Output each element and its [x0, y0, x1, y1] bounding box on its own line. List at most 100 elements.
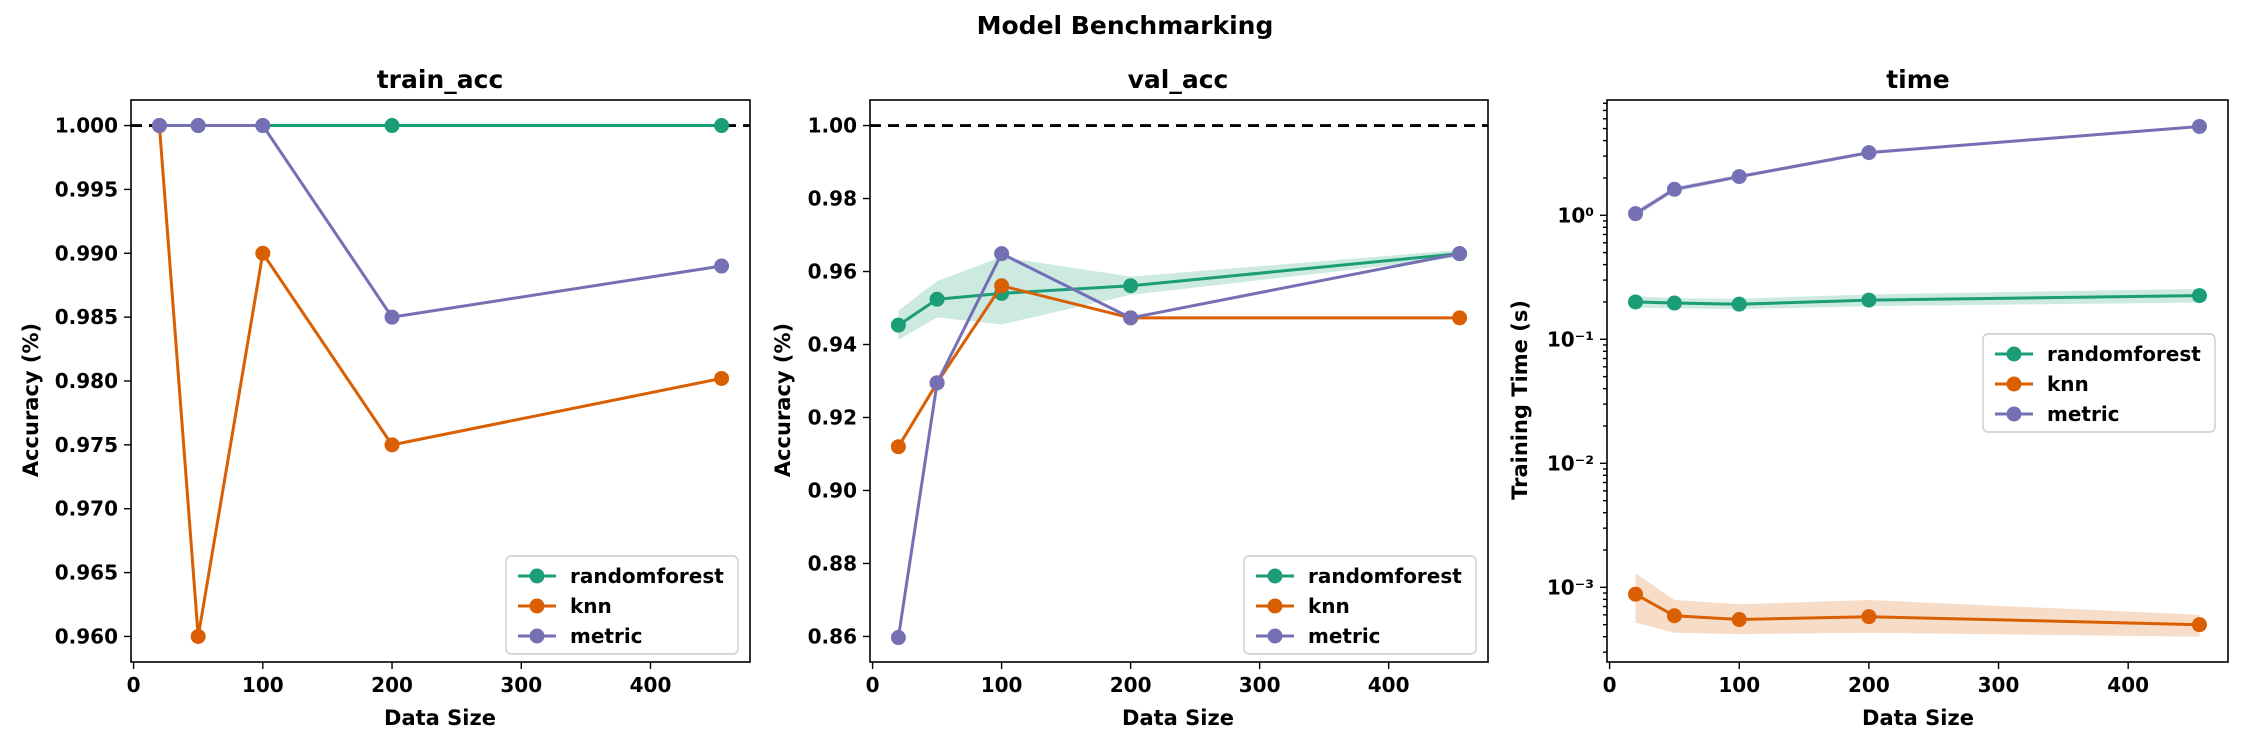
train-xtick-label: 0: [127, 673, 141, 697]
time-randomforest-point: [1861, 292, 1877, 308]
time-randomforest-point: [1731, 296, 1747, 312]
train-legend-marker-metric: [529, 628, 545, 644]
time-knn-point: [1861, 609, 1877, 625]
train-randomforest-point: [384, 118, 400, 134]
train-ytick-label: 0.975: [55, 433, 118, 457]
val-xtick-label: 300: [1239, 673, 1281, 697]
train-acc-panel: train_acc Data Size Accuracy (%) 0 100 200…: [19, 65, 751, 730]
train-legend-label-knn: knn: [570, 594, 612, 618]
train-metric-line: [159, 124, 722, 319]
train-ytick-label: 0.995: [55, 177, 118, 201]
val-acc-title: val_acc: [1128, 65, 1229, 94]
time-legend-marker-knn: [2006, 376, 2022, 392]
time-metric-point: [1731, 169, 1747, 185]
time-legend: [1982, 333, 2216, 433]
train-ytick-label: 0.985: [55, 305, 118, 329]
train-xtick-label: 300: [500, 673, 542, 697]
time-legend-marker-randomforest: [2006, 346, 2022, 362]
val-legend-marker-knn: [1267, 598, 1283, 614]
time-knn-point: [1628, 586, 1644, 602]
val-metric-point: [929, 375, 945, 391]
time-legend-marker-metric: [2006, 406, 2022, 422]
val-knn-point: [994, 278, 1010, 294]
train-legend-marker-knn: [529, 598, 545, 614]
time-legend-label-knn: knn: [2047, 372, 2089, 396]
val-legend: [1243, 555, 1477, 655]
train-ytick-label: 0.970: [55, 497, 118, 521]
train-knn-point: [384, 437, 400, 453]
val-metric-point: [994, 246, 1010, 262]
time-xtick-label: 0: [1603, 673, 1617, 697]
train-ytick-label: 0.980: [55, 369, 118, 393]
val-legend-marker-randomforest: [1267, 568, 1283, 584]
train-xtick-label: 400: [630, 673, 672, 697]
train-metric-point: [255, 118, 271, 134]
time-ylabel: Training Time (s): [1508, 300, 1532, 500]
time-metric-point: [1861, 145, 1877, 161]
time-title: time: [1886, 65, 1950, 94]
train-legend-label-metric: metric: [570, 624, 643, 648]
time-knn-point: [1666, 608, 1682, 624]
time-knn-point: [1731, 612, 1747, 628]
val-randomforest-point: [890, 317, 906, 333]
val-randomforest-point: [929, 291, 945, 307]
time-knn-point: [2191, 617, 2207, 633]
time-ytick-label: 10⁻¹: [1547, 327, 1594, 351]
time-metric-band: [1635, 125, 2200, 217]
val-xtick-label: 0: [866, 673, 880, 697]
train-ytick-label: 1.000: [55, 114, 118, 138]
val-ytick-label: 0.88: [808, 551, 857, 575]
time-metric-line: [1634, 125, 2200, 215]
val-metric-point: [890, 630, 906, 646]
train-knn-point: [714, 370, 730, 386]
time-xtick-label: 200: [1848, 673, 1890, 697]
time-xtick-label: 400: [2107, 673, 2149, 697]
time-xlabel: Data Size: [1862, 706, 1974, 730]
val-ytick-label: 0.94: [808, 333, 857, 357]
train-acc-title: train_acc: [377, 65, 504, 94]
val-ytick-label: 0.86: [808, 624, 857, 648]
val-acc-xlabel: Data Size: [1122, 706, 1234, 730]
train-legend: [505, 555, 739, 655]
val-legend-label-randomforest: randomforest: [1308, 564, 1462, 588]
val-legend-marker-metric: [1267, 628, 1283, 644]
train-knn-point: [190, 628, 206, 644]
time-legend-label-metric: metric: [2047, 402, 2120, 426]
time-knn-band: [1635, 573, 2200, 637]
val-knn-point: [1452, 310, 1468, 326]
time-legend-label-randomforest: randomforest: [2047, 342, 2201, 366]
time-plot-frame: [1606, 99, 2229, 663]
train-acc-ylabel: Accuracy (%): [19, 323, 43, 477]
val-acc-panel: val_acc Data Size Accuracy (%) 0 100 200 30…: [771, 65, 1489, 730]
time-xtick-label: 300: [1978, 673, 2020, 697]
val-acc-ylabel: Accuracy (%): [771, 323, 795, 477]
val-xtick-label: 200: [1110, 673, 1152, 697]
figure-title: Model Benchmarking: [977, 11, 1274, 40]
train-metric-point: [384, 309, 400, 325]
val-randomforest-point: [1123, 278, 1139, 294]
train-xtick-label: 200: [371, 673, 413, 697]
train-legend-label-randomforest: randomforest: [570, 564, 724, 588]
val-ytick-label: 0.90: [808, 478, 857, 502]
val-plot-frame: [869, 99, 1489, 663]
train-ytick-label: 0.960: [55, 624, 118, 648]
time-randomforest-point: [2191, 288, 2207, 304]
val-legend-label-knn: knn: [1308, 594, 1350, 618]
train-metric-point: [190, 118, 206, 134]
val-metric-point: [1123, 310, 1139, 326]
train-ytick-label: 0.965: [55, 561, 118, 585]
val-ytick-label: 0.96: [808, 260, 857, 284]
time-ytick-label: 10⁻³: [1547, 575, 1594, 599]
train-knn-point: [255, 245, 271, 261]
time-ytick-label: 10⁰: [1557, 203, 1594, 227]
val-xtick-label: 400: [1368, 673, 1410, 697]
train-metric-point: [714, 258, 730, 274]
time-ytick-label: 10⁻²: [1547, 451, 1594, 475]
val-ytick-label: 1.00: [808, 114, 857, 138]
train-xtick-label: 100: [242, 673, 284, 697]
train-legend-marker-randomforest: [529, 568, 545, 584]
time-metric-point: [1628, 206, 1644, 222]
val-xtick-label: 100: [981, 673, 1023, 697]
val-metric-point: [1452, 246, 1468, 262]
